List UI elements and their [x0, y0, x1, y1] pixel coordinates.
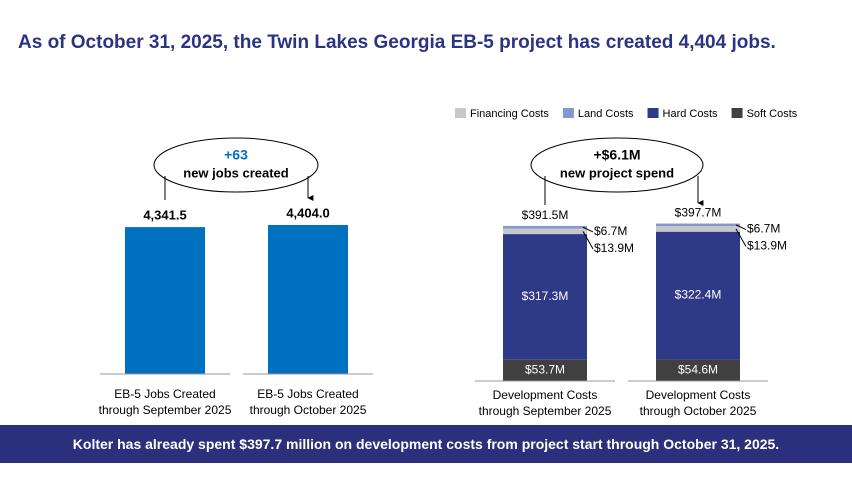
bar-segment: [503, 359, 587, 381]
bar-segment: [656, 223, 740, 227]
legend-swatch: [455, 108, 466, 118]
leader-line: [735, 224, 747, 231]
leader-line: [582, 226, 594, 233]
value-label: $54.6M: [678, 362, 718, 376]
category-label: EB-5 Jobs Created through September 2025: [98, 387, 232, 417]
leader-line: [582, 231, 594, 250]
change-text: new jobs created: [183, 165, 289, 180]
callout: [530, 137, 704, 193]
legend-swatch: [562, 108, 574, 118]
slide-title: As of October 31, 2025, the Twin Lakes G…: [18, 32, 776, 53]
bar: [125, 227, 205, 374]
bar-segment: [503, 225, 587, 229]
bar-segment: [656, 231, 740, 360]
bar-segment: [656, 226, 740, 232]
bar-segment: [503, 228, 587, 235]
change: +63: [224, 147, 248, 163]
value-label: $6.7M: [747, 222, 780, 236]
bar-segment: [503, 234, 587, 360]
value-label: 4,341.5: [143, 208, 186, 223]
legend-label: Hard Costs: [663, 108, 719, 120]
category-label: Development Costs through September 2025: [478, 388, 612, 418]
change: +$6.1M: [593, 147, 640, 163]
legend-label: Land Costs: [578, 108, 634, 120]
category-label: EB-5 Jobs Created through October 2025: [249, 387, 367, 417]
value-label: 4,404.0: [286, 205, 329, 220]
bar: [268, 225, 348, 374]
category-label: Development Costs through October 2025: [639, 388, 757, 418]
total-label: $391.5M: [522, 208, 569, 222]
value-label: $6.7M: [594, 224, 627, 238]
leader-line: [735, 228, 747, 247]
legend-swatch: [647, 108, 659, 118]
value-label: $53.7M: [525, 363, 565, 377]
footer-banner: Kolter has already spent $397.7 million …: [0, 425, 852, 463]
legend-label: Financing Costs: [470, 108, 549, 120]
legend-swatch: [731, 108, 743, 118]
value-label: $13.9M: [594, 241, 634, 255]
legend-label: Soft Costs: [747, 108, 798, 120]
value-label: $13.9M: [747, 239, 787, 253]
change-text: new project spend: [560, 165, 674, 180]
total-label: $397.7M: [675, 206, 722, 220]
value-label: $322.4M: [675, 288, 722, 302]
callout: [153, 137, 319, 193]
bar-segment: [656, 359, 740, 381]
value-label: $317.3M: [522, 289, 569, 303]
